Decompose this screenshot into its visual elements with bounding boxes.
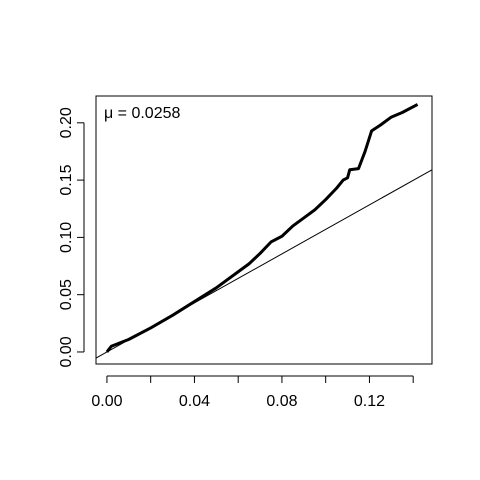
x-tick-label: 0.12 xyxy=(354,393,385,410)
y-tick-label: 0.05 xyxy=(58,279,75,310)
x-tick-label: 0.08 xyxy=(266,393,297,410)
data-line xyxy=(105,103,419,353)
x-tick-label: 0.04 xyxy=(179,393,210,410)
y-tick-label: 0.00 xyxy=(58,336,75,367)
y-tick-label: 0.20 xyxy=(58,107,75,138)
annotation: μ = 0.0258 xyxy=(104,105,180,122)
plot-frame xyxy=(95,95,433,365)
y-tick-label: 0.10 xyxy=(58,222,75,253)
x-tick-label: 0.00 xyxy=(91,393,122,410)
y-tick-label: 0.15 xyxy=(58,164,75,195)
